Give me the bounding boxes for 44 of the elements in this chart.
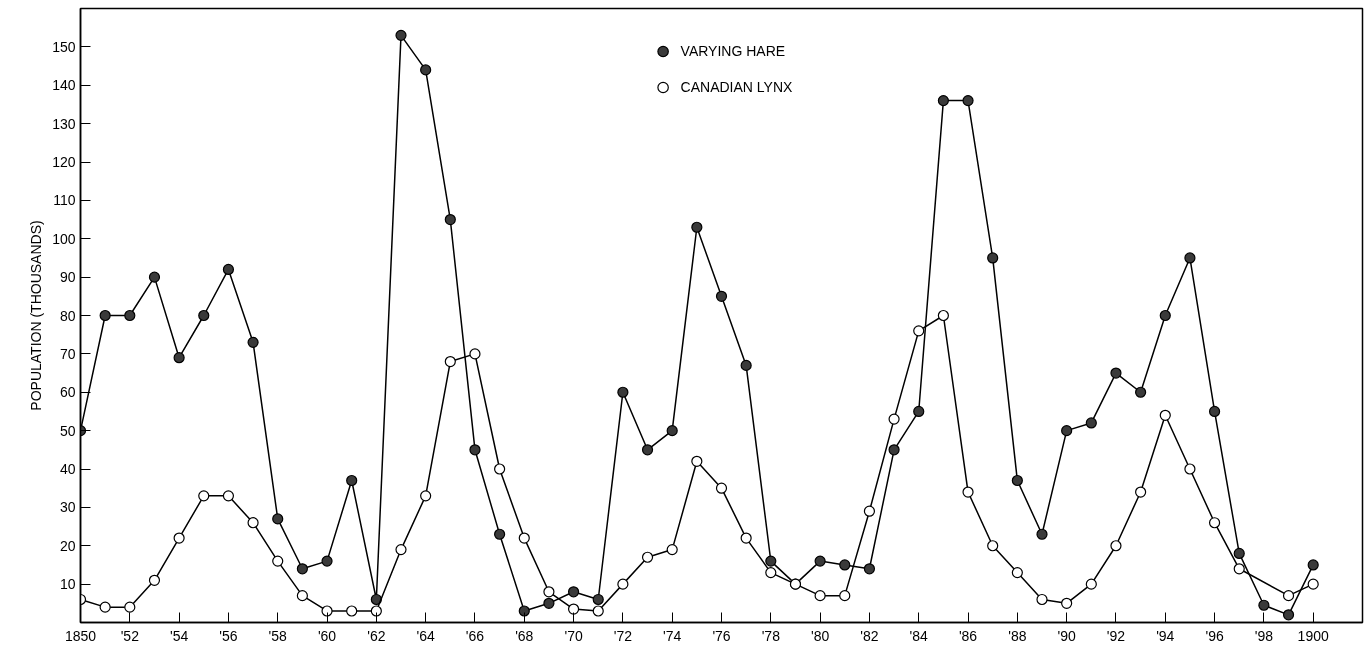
legend-label: CANADIAN LYNX — [680, 79, 793, 95]
y-tick-label: 80 — [59, 307, 76, 324]
x-tick-label: '94 — [1156, 627, 1175, 644]
x-tick-label: '96 — [1205, 627, 1224, 644]
x-tick-label: '78 — [761, 627, 781, 644]
x-tick-label: '68 — [515, 627, 534, 644]
x-tick-label: 1900 — [1297, 627, 1329, 644]
y-tick-label: 30 — [59, 499, 76, 516]
y-tick-label: 140 — [52, 77, 76, 94]
x-tick-label: '82 — [860, 627, 879, 644]
legend-label: VARYING HARE — [680, 43, 786, 59]
y-tick-label: 40 — [59, 461, 76, 477]
x-tick-label: '76 — [712, 627, 731, 644]
y-tick-label: 10 — [59, 576, 76, 593]
x-tick-label: '80 — [810, 627, 830, 644]
x-tick-label: '58 — [268, 627, 288, 644]
x-tick-label: '74 — [663, 627, 682, 644]
x-tick-label: '72 — [613, 627, 633, 644]
y-axis-title: POPULATION (THOUSANDS) — [28, 220, 45, 411]
x-tick-label: '66 — [465, 627, 485, 644]
x-tick-label: '92 — [1106, 627, 1126, 644]
y-tick-label: 90 — [59, 269, 76, 286]
x-tick-label: '84 — [909, 627, 929, 644]
x-tick-label: '56 — [219, 627, 238, 644]
y-tick-label: 110 — [53, 192, 76, 209]
x-tick-label: '54 — [169, 627, 189, 644]
y-tick-label: 130 — [52, 115, 76, 132]
y-tick-label: 50 — [59, 422, 76, 439]
y-tick-label: 70 — [59, 345, 76, 362]
x-tick-label: '98 — [1254, 627, 1274, 644]
x-tick-label: 1850 — [64, 627, 97, 644]
x-tick-label: '70 — [564, 627, 583, 644]
x-tick-label: '86 — [958, 627, 978, 644]
y-tick-label: 20 — [59, 537, 76, 554]
x-tick-label: '88 — [1008, 627, 1027, 644]
x-tick-label: '64 — [416, 627, 435, 644]
y-tick-label: 150 — [52, 38, 76, 55]
x-tick-label: '60 — [317, 627, 337, 644]
y-tick-label: 120 — [52, 154, 76, 170]
x-tick-label: '52 — [120, 627, 140, 644]
y-tick-label: 100 — [52, 230, 76, 247]
x-tick-label: '62 — [367, 627, 386, 644]
y-tick-label: 60 — [59, 384, 76, 401]
x-tick-label: '90 — [1057, 627, 1076, 644]
